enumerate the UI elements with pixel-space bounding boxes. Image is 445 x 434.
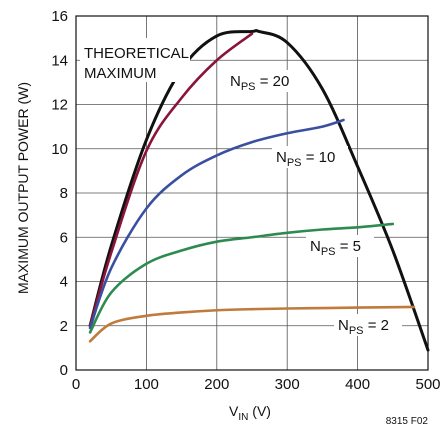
x-axis-title: VIN (V): [229, 403, 271, 423]
annotation-nps5-bg: [306, 235, 374, 257]
annotation-nps20-rest: = 20: [256, 73, 290, 90]
y-tick-label-0: 0: [60, 362, 68, 379]
series-line-nps-20: [88, 32, 254, 328]
annotation-nps20-bg: [226, 70, 300, 92]
annotation-nps20-main: N: [230, 73, 241, 90]
series-line-nps-5: [88, 222, 395, 334]
annotation-nps2-sub: PS: [349, 325, 364, 337]
x-axis-title-unit: (V): [248, 403, 271, 419]
y-tick-label-14: 14: [51, 52, 68, 69]
annotation-theoretical-line2: MAXIMUM: [84, 65, 157, 82]
y-tick-label-2: 2: [60, 318, 68, 335]
y-tick-label-4: 4: [60, 274, 68, 291]
series-line-nps-2: [88, 305, 416, 343]
series-line-theoretical-maximum: [88, 29, 430, 352]
annotation-theoretical-line1: THEORETICAL: [84, 45, 189, 62]
annotation-nps10-main: N: [276, 149, 287, 166]
x-tick-label-0: 0: [72, 376, 80, 393]
series-line-nps-10: [88, 118, 345, 330]
x-axis-title-sub: IN: [238, 412, 248, 423]
y-tick-label-6: 6: [60, 229, 68, 246]
y-tick-label-8: 8: [60, 185, 68, 202]
figure-code: 8315 F02: [386, 416, 429, 427]
x-tick-label-200: 200: [204, 376, 229, 393]
x-tick-labels: 0 100 200 300 400 500: [72, 376, 441, 393]
annotation-nps20: NPS = 20: [230, 73, 289, 93]
annotation-nps2-rest: = 2: [364, 317, 389, 334]
x-tick-label-400: 400: [345, 376, 370, 393]
y-tick-label-16: 16: [51, 8, 68, 25]
annotation-nps10-bg: [272, 146, 348, 168]
y-tick-label-10: 10: [51, 141, 68, 158]
annotation-nps5-main: N: [310, 238, 321, 255]
x-tick-label-100: 100: [134, 376, 159, 393]
annotation-nps2: NPS = 2: [338, 317, 389, 337]
y-tick-label-12: 12: [51, 97, 68, 114]
annotation-nps10: NPS = 10: [276, 149, 335, 169]
annotation-nps2-main: N: [338, 317, 349, 334]
x-tick-label-300: 300: [275, 376, 300, 393]
plot-frame: [75, 15, 429, 371]
x-axis-title-main: V: [229, 403, 239, 419]
annotation-nps10-rest: = 10: [302, 149, 336, 166]
y-axis-title: MAXIMUM OUTPUT POWER (W): [15, 82, 31, 294]
annotation-nps5: NPS = 5: [310, 238, 361, 258]
annotation-nps20-sub: PS: [241, 81, 256, 93]
x-tick-label-500: 500: [415, 376, 440, 393]
annotation-nps2-bg: [334, 314, 402, 336]
annotation-nps10-sub: PS: [287, 157, 302, 169]
y-tick-labels: 0 2 4 6 8 10 12 14 16: [51, 8, 68, 379]
series-curves: [88, 29, 430, 352]
annotation-theoretical-bg: [80, 38, 190, 82]
annotation-nps5-sub: PS: [321, 246, 336, 258]
annotation-nps5-rest: = 5: [336, 238, 361, 255]
